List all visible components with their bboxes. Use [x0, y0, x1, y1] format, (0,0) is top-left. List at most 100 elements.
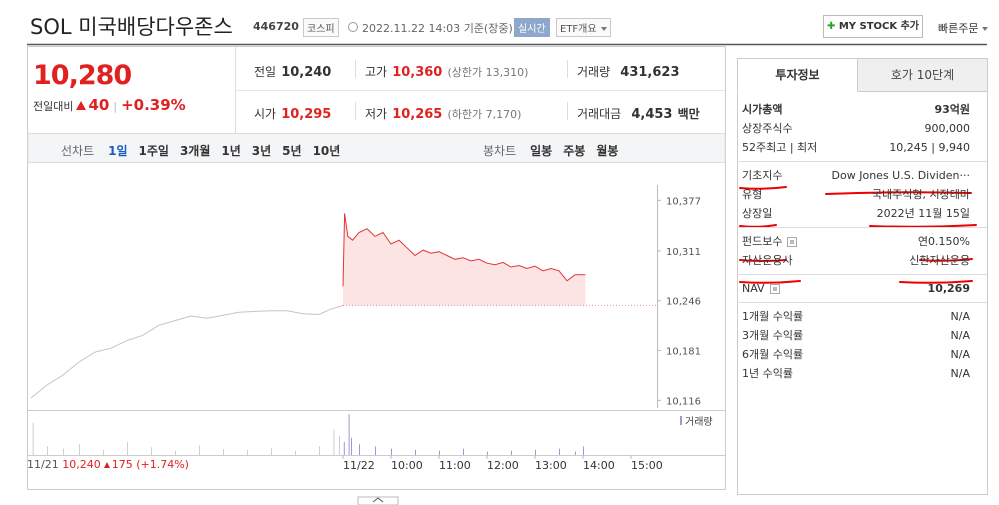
annotation	[825, 191, 972, 195]
candle-tabs: 봉차트 일봉 주봉 월봉	[483, 140, 629, 159]
volume-bar	[343, 442, 345, 455]
volume-bar	[103, 449, 104, 455]
volume-bar	[63, 448, 64, 455]
up-triangle	[103, 462, 110, 468]
volume-bar	[271, 448, 272, 455]
info-row: 상장주식수 900,000	[737, 119, 987, 138]
info-value: N/A	[950, 367, 970, 380]
info-row: 52주최고 | 최저 10,245 | 9,940	[737, 138, 987, 157]
info-value: N/A	[950, 348, 970, 361]
volume-bar	[463, 448, 464, 455]
info-label-text: 6개월 수익률	[742, 348, 804, 361]
volume-bar	[415, 449, 416, 455]
up-triangle	[76, 101, 87, 110]
price-change: 전일대비 40 | +0.39%	[33, 96, 186, 114]
area	[343, 213, 586, 306]
volume-bar	[339, 435, 340, 455]
realtime-badge: 실시간	[514, 18, 550, 37]
note-value: 7,170	[485, 108, 518, 121]
x-tick-label: 13:00	[535, 459, 567, 472]
info-label-text: 기초지수	[742, 169, 783, 182]
period-tab[interactable]: 10년	[312, 144, 341, 158]
quote-cell: 거래량 431,623	[577, 61, 680, 80]
dropdown-arrow	[600, 27, 607, 31]
volume-bar	[391, 448, 392, 455]
price-line	[342, 213, 586, 287]
quote-label: 고가	[365, 65, 388, 79]
volume-bar	[295, 450, 296, 455]
summary-date: 11/21	[27, 458, 59, 471]
info-value: 93억원	[934, 103, 970, 116]
info-row: 1년 수익률 N/A	[737, 364, 987, 383]
volume-bar	[487, 451, 488, 455]
quote-label: 거래량	[577, 65, 611, 79]
info-value: 10,245 | 9,940	[889, 141, 970, 154]
annotation	[739, 280, 801, 284]
info-group: 1개월 수익률 N/A 3개월 수익률 N/A 6개월 수익률 N/A 1년 수익률 N/A	[737, 303, 987, 387]
help-icon[interactable]	[769, 284, 780, 294]
period-tab[interactable]: 1년	[221, 144, 241, 158]
volume-bar	[375, 446, 376, 455]
dropdown-arrow	[982, 27, 989, 31]
clock-icon	[348, 22, 358, 32]
quote-label: 저가	[365, 107, 388, 121]
candle-tab[interactable]: 월봉	[596, 144, 619, 158]
period-tab[interactable]: 3개월	[179, 144, 211, 158]
info-label-text: 유형	[742, 188, 763, 201]
main-box	[27, 46, 726, 490]
tab[interactable]: 호가 10단계	[890, 68, 955, 82]
summary-rate: (+1.74%)	[136, 458, 189, 471]
volume-bar	[175, 450, 176, 455]
period-tab[interactable]: 1일	[108, 144, 128, 158]
summary-price: 10,240	[62, 458, 101, 471]
info-label: 자산운용사	[742, 251, 793, 270]
period-tab[interactable]: 5년	[282, 144, 302, 158]
quote-cell: 시가 10,295	[254, 103, 331, 122]
info-label-text: 52주최고 | 최저	[742, 141, 818, 154]
x-tick-label: 11:00	[439, 459, 471, 472]
annotation	[739, 224, 777, 228]
quote-label: 거래대금	[577, 107, 622, 121]
mystock-button[interactable]: ✚ MY STOCK 추가	[823, 15, 923, 38]
info-label-text: 펀드보수	[742, 235, 783, 248]
info-group: 기초지수 Dow Jones U.S. Dividen··· 유형 국내주식형, 시장…	[737, 162, 987, 228]
info-group: 펀드보수 연0.150% 자산운용사 신한자산운용	[737, 228, 987, 275]
info-label: 3개월 수익률	[742, 326, 803, 345]
info-row: 6개월 수익률 N/A	[737, 345, 987, 364]
annotation	[919, 258, 973, 262]
volume-bar	[151, 447, 152, 455]
candle-tab[interactable]: 주봉	[563, 144, 586, 158]
tab-active[interactable]: 투자정보	[775, 68, 820, 82]
quote-cell: 고가 10,360 (상한가 13,310)	[365, 61, 528, 80]
annotations	[739, 186, 977, 284]
volume-bar	[79, 444, 80, 455]
volume-bar	[319, 446, 320, 455]
info-group: NAV 10,269	[737, 275, 987, 303]
help-icon[interactable]	[787, 237, 798, 247]
info-row: 기초지수 Dow Jones U.S. Dividen···	[737, 166, 987, 185]
period-tab[interactable]: 3년	[251, 144, 272, 158]
info-label: 6개월 수익률	[742, 345, 803, 364]
quote-value: 10,360	[392, 65, 443, 80]
y-tick-label: 10,311	[666, 247, 701, 258]
period-tab[interactable]: 1주일	[138, 144, 169, 158]
quick-order[interactable]: 빠른주문	[938, 20, 989, 36]
quick-label: 빠른주문	[938, 22, 979, 35]
candle-tab[interactable]: 일봉	[530, 144, 553, 158]
info-row: 유형 국내주식형, 시장테마	[737, 185, 987, 204]
volume-label: 거래량	[685, 416, 713, 428]
tab-inactive	[857, 58, 988, 92]
mystock-label: MY STOCK 추가	[838, 21, 920, 32]
quote-note: (하한가 7,170)	[447, 108, 522, 121]
etf-dropdown[interactable]: ETF개요	[556, 18, 611, 37]
timestamp: 2022.11.22 14:03 기준(장중)	[362, 20, 513, 36]
volume-bar	[223, 448, 224, 455]
collapse-tab[interactable]	[357, 496, 399, 505]
info-label-text: 1개월 수익률	[742, 310, 804, 323]
info-label-text: 시가총액	[742, 103, 783, 116]
quote-value: 431,623	[620, 65, 680, 80]
volume-bar	[575, 451, 576, 455]
volume-bar	[47, 446, 48, 455]
